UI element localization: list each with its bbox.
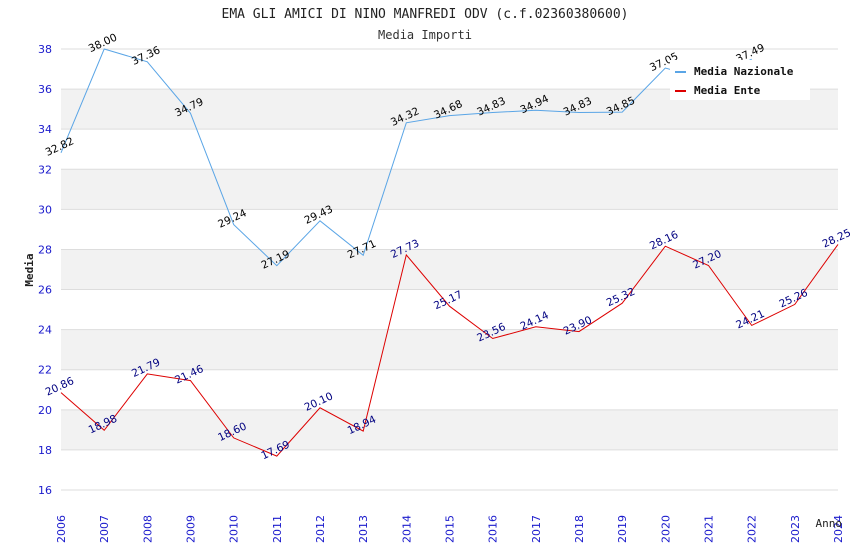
x-axis-label: Anno <box>816 517 843 530</box>
x-tick-label: 2014 <box>400 515 413 543</box>
x-tick-label: 2008 <box>141 515 154 543</box>
x-tick-label: 2013 <box>357 515 370 543</box>
chart-title: EMA GLI AMICI DI NINO MANFREDI ODV (c.f.… <box>222 7 629 22</box>
chart-subtitle: Media Importi <box>378 28 472 42</box>
grid-band <box>61 249 838 290</box>
x-tick-label: 2022 <box>746 515 759 543</box>
x-tick-label: 2020 <box>659 515 672 543</box>
y-tick-label: 24 <box>38 324 52 337</box>
grid-band <box>61 289 838 330</box>
grid-band <box>61 129 838 170</box>
y-tick-label: 36 <box>38 83 52 96</box>
x-tick-label: 2015 <box>444 515 457 543</box>
grid-band <box>61 369 838 410</box>
x-tick-label: 2021 <box>703 515 716 543</box>
x-tick-label: 2023 <box>789 515 802 543</box>
series-lines <box>60 48 839 457</box>
x-tick-label: 2012 <box>314 515 327 543</box>
x-tick-label: 2024 <box>832 515 845 543</box>
series-line-media-ente <box>60 244 839 457</box>
grid-band <box>61 169 838 210</box>
x-tick-label: 2016 <box>487 515 500 543</box>
legend: Media Nazionale Media Ente <box>670 60 810 100</box>
x-tick-label: 2011 <box>271 515 284 543</box>
y-tick-label: 34 <box>38 123 52 136</box>
legend-box <box>670 60 810 100</box>
y-tick-labels: 16 18 20 22 24 26 28 30 32 34 36 38 <box>38 43 52 497</box>
grid-bands <box>61 49 838 490</box>
grid-band <box>61 409 838 450</box>
grid-band <box>61 329 838 370</box>
grid-band <box>61 449 838 490</box>
x-tick-label: 2010 <box>228 515 241 543</box>
y-tick-label: 20 <box>38 404 52 417</box>
legend-label-media-ente: Media Ente <box>694 84 761 97</box>
x-tick-labels: 2006 2007 2008 2009 2010 2011 2012 2013 2014 2015… <box>55 515 845 543</box>
y-tick-label: 32 <box>38 163 52 176</box>
x-tick-label: 2006 <box>55 515 68 543</box>
y-tick-label: 30 <box>38 203 52 216</box>
grid-band <box>61 209 838 250</box>
y-tick-label: 28 <box>38 243 52 256</box>
x-tick-label: 2009 <box>185 515 198 543</box>
x-tick-label: 2017 <box>530 515 543 543</box>
y-tick-label: 38 <box>38 43 52 56</box>
y-axis-label: Media <box>23 253 36 286</box>
x-tick-label: 2007 <box>98 515 111 543</box>
legend-label-media-nazionale: Media Nazionale <box>694 65 794 78</box>
y-tick-label: 16 <box>38 484 52 497</box>
series-line-media-nazionale <box>60 48 752 267</box>
y-tick-label: 22 <box>38 364 52 377</box>
y-tick-label: 18 <box>38 444 52 457</box>
y-tick-label: 26 <box>38 284 52 297</box>
x-tick-label: 2019 <box>616 515 629 543</box>
x-tick-label: 2018 <box>573 515 586 543</box>
